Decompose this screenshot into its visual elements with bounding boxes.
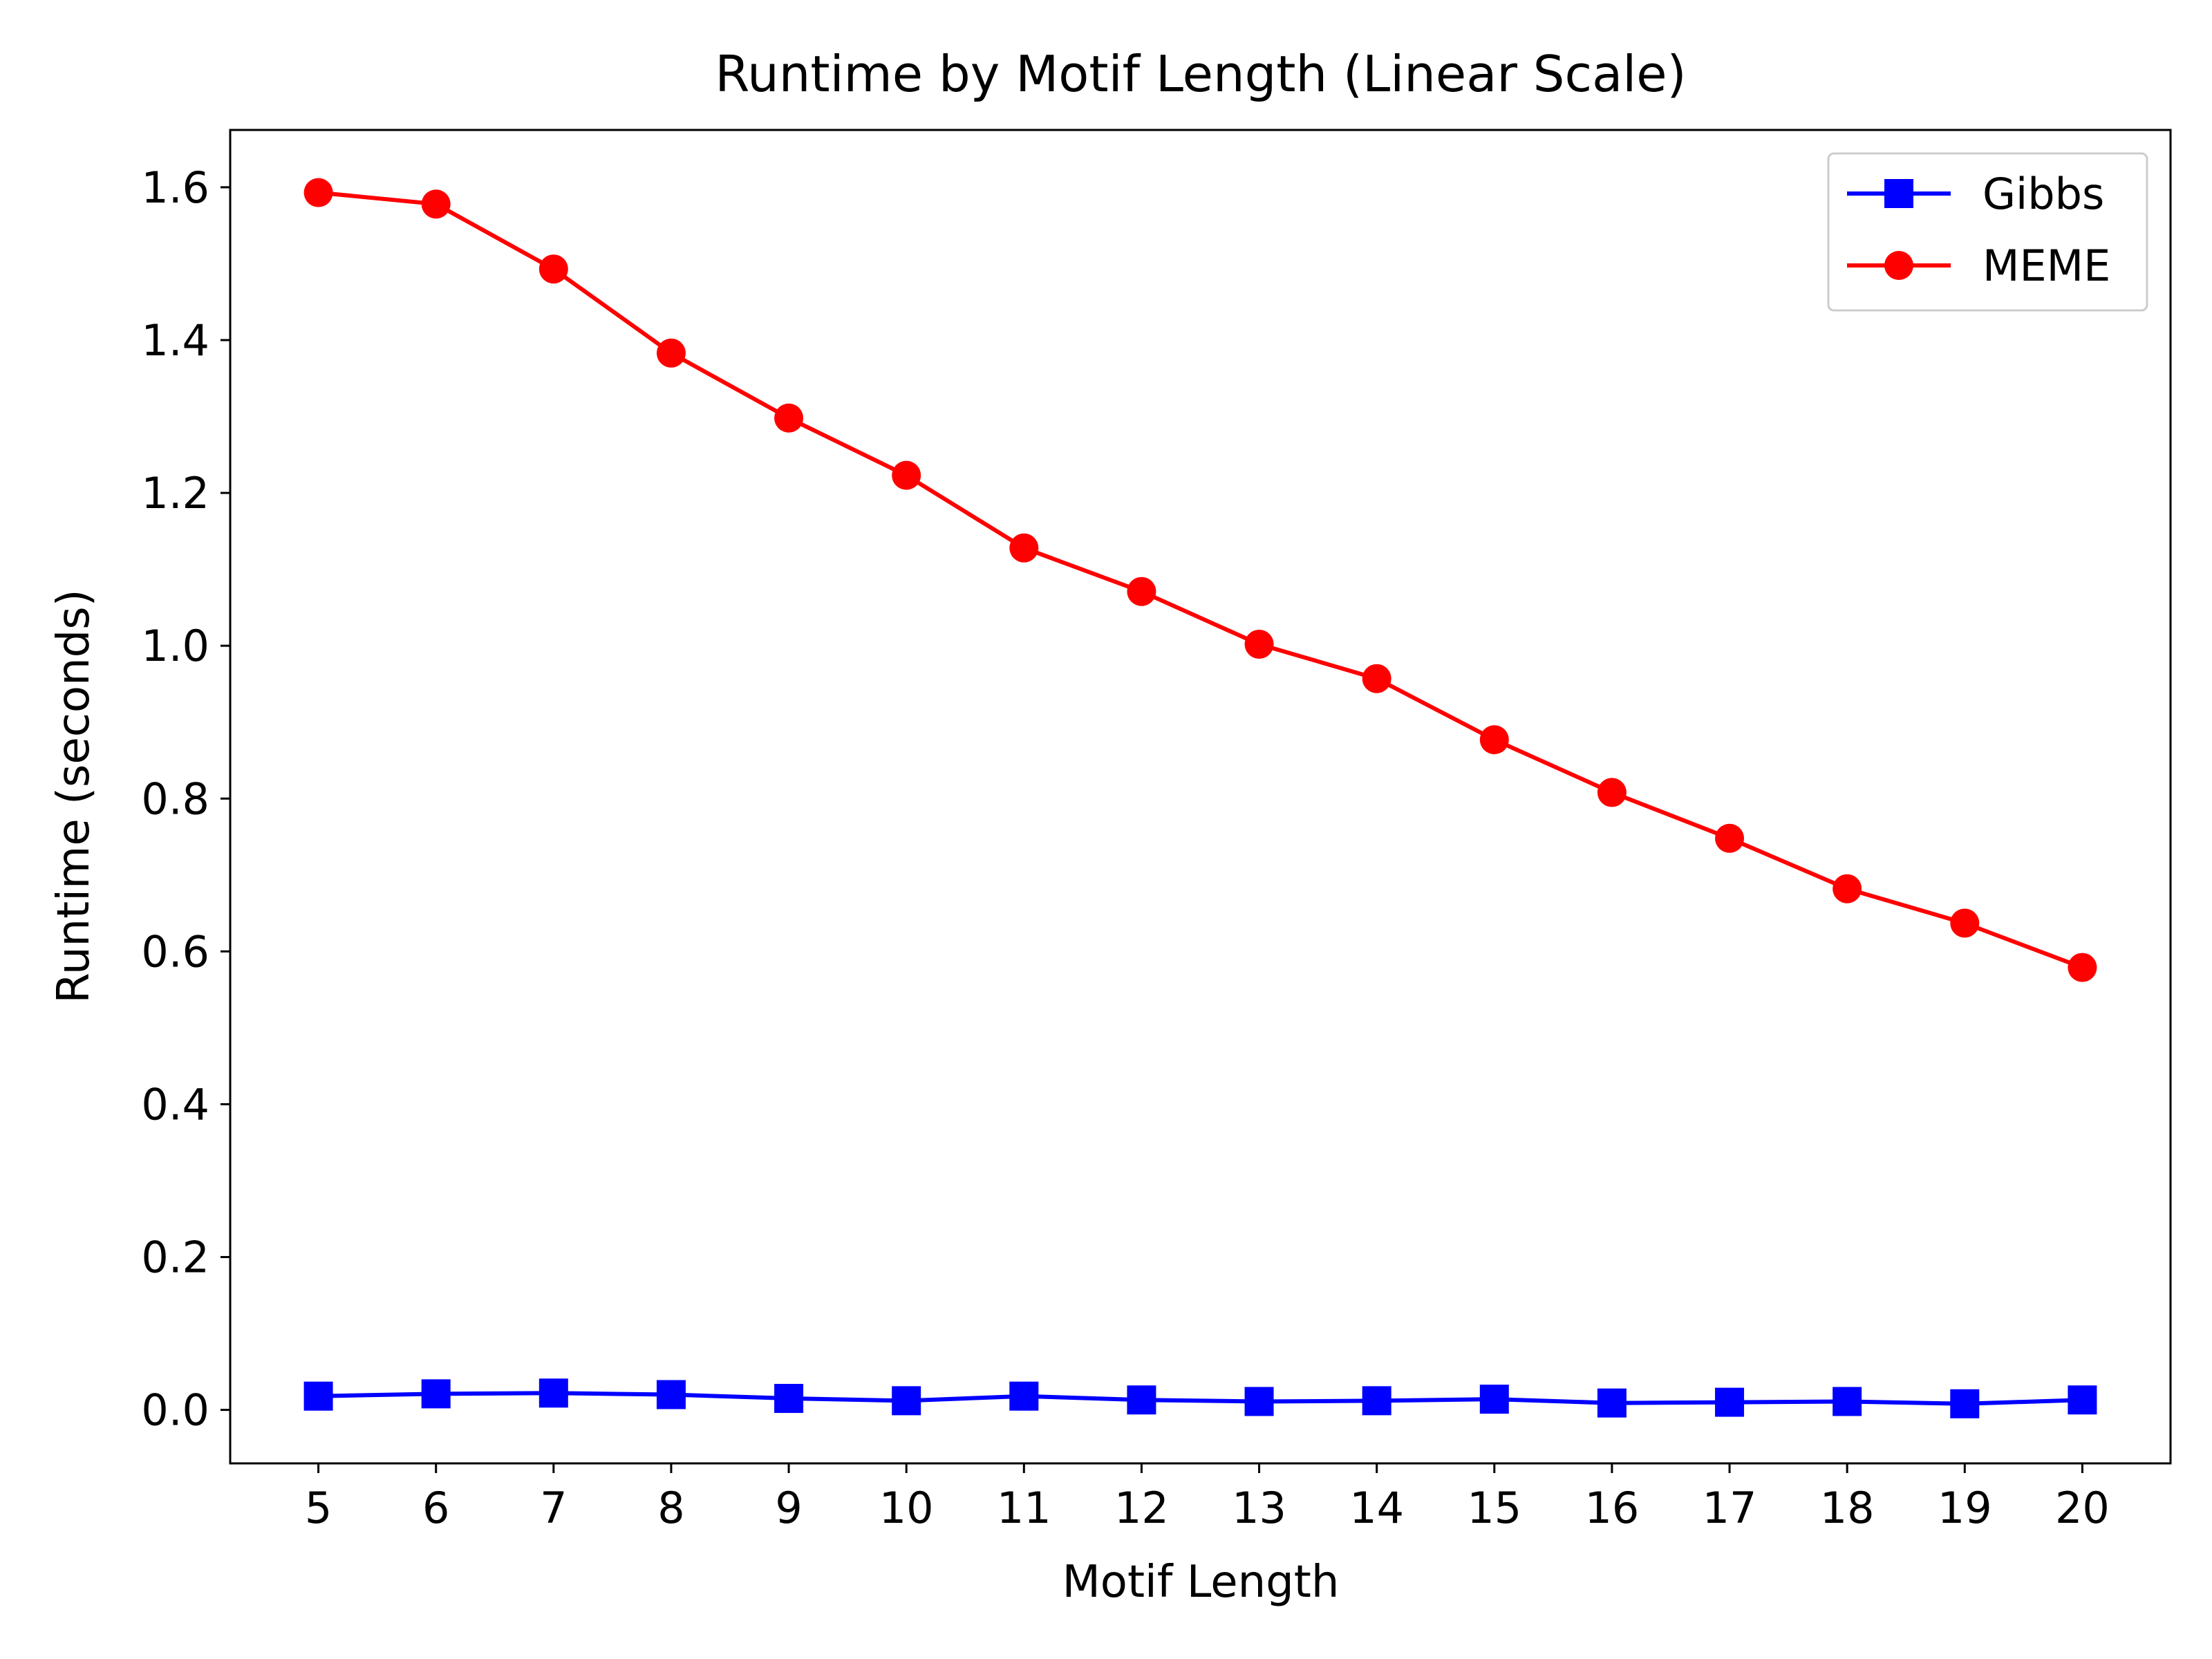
data-point-meme: [421, 189, 451, 219]
y-tick-label: 1.6: [141, 162, 209, 213]
data-point-gibbs: [656, 1380, 686, 1409]
data-point-gibbs: [774, 1384, 804, 1414]
data-point-meme: [1479, 725, 1509, 755]
y-tick-label: 0.6: [141, 926, 209, 977]
y-tick-label: 1.2: [141, 468, 209, 518]
data-point-meme: [1715, 823, 1745, 853]
x-axis: 5 6 7 8 9 10 11 12 13 14 15 16 17 18 19 20: [305, 1463, 2110, 1533]
data-point-meme: [774, 403, 804, 433]
x-tick-label: 10: [879, 1483, 934, 1533]
data-point-meme: [1127, 577, 1156, 606]
data-point-gibbs: [1715, 1387, 1745, 1417]
x-tick-label: 8: [657, 1483, 684, 1533]
y-tick-label: 1.4: [141, 315, 209, 366]
data-point-gibbs: [421, 1379, 451, 1409]
series-gibbs: [303, 1378, 2097, 1418]
data-point-meme: [2068, 953, 2097, 982]
y-tick-label: 0.0: [141, 1385, 209, 1436]
x-tick-label: 18: [1820, 1483, 1875, 1533]
data-point-gibbs: [1950, 1389, 1980, 1418]
x-tick-label: 11: [997, 1483, 1051, 1533]
data-point-meme: [1833, 874, 1862, 903]
x-tick-label: 16: [1584, 1483, 1639, 1533]
x-tick-label: 7: [540, 1483, 567, 1533]
y-axis: 0.0 0.2 0.4 0.6 0.8 1.0 1.2 1.4 1.6: [141, 162, 230, 1436]
series-line-meme: [318, 190, 2083, 970]
x-tick-label: 17: [1703, 1483, 1757, 1533]
legend-item-meme: MEME: [1847, 241, 2110, 291]
data-point-gibbs: [1127, 1385, 1156, 1415]
data-point-gibbs: [2068, 1385, 2097, 1415]
x-tick-label: 20: [2055, 1483, 2110, 1533]
x-tick-label: 13: [1232, 1483, 1286, 1533]
data-point-meme: [1244, 629, 1274, 659]
series-line-gibbs: [318, 1391, 2083, 1406]
x-tick-label: 9: [775, 1483, 802, 1533]
data-point-meme: [892, 460, 921, 490]
data-point-meme: [538, 254, 568, 284]
data-point-gibbs: [1362, 1386, 1391, 1416]
plot-area: [303, 178, 2097, 1418]
data-point-gibbs: [303, 1381, 333, 1411]
series-meme: [303, 178, 2097, 982]
legend-label: Gibbs: [1983, 169, 2104, 219]
data-point-gibbs: [1244, 1387, 1274, 1416]
data-point-meme: [1597, 778, 1627, 807]
data-point-gibbs: [538, 1378, 568, 1408]
data-point-meme: [656, 338, 686, 368]
x-tick-label: 19: [1938, 1483, 1992, 1533]
data-point-meme: [1009, 533, 1039, 563]
x-tick-label: 15: [1467, 1483, 1521, 1533]
data-point-gibbs: [1597, 1388, 1627, 1418]
legend-item-gibbs: Gibbs: [1847, 169, 2104, 219]
x-axis-label: Motif Length: [1062, 1557, 1340, 1608]
chart-title: Runtime by Motif Length (Linear Scale): [715, 45, 1686, 103]
legend-marker: [1884, 179, 1913, 208]
legend: Gibbs MEME: [1827, 152, 2148, 312]
data-point-meme: [1950, 908, 1980, 938]
plot-frame: [229, 129, 2172, 1465]
legend-marker: [1884, 251, 1913, 280]
y-tick-label: 0.2: [141, 1232, 209, 1283]
data-point-meme: [1362, 664, 1391, 693]
x-tick-label: 12: [1114, 1483, 1169, 1533]
y-tick-label: 1.0: [141, 621, 209, 671]
data-point-meme: [303, 178, 333, 207]
y-axis-label: Runtime (seconds): [48, 589, 100, 1003]
data-point-gibbs: [1479, 1385, 1509, 1414]
data-point-gibbs: [892, 1386, 921, 1416]
x-tick-label: 5: [305, 1483, 332, 1533]
data-point-gibbs: [1833, 1387, 1862, 1416]
data-point-gibbs: [1009, 1381, 1039, 1411]
legend-label: MEME: [1983, 241, 2110, 291]
x-tick-label: 14: [1349, 1483, 1404, 1533]
x-tick-label: 6: [422, 1483, 449, 1533]
y-tick-label: 0.8: [141, 774, 209, 824]
y-tick-label: 0.4: [141, 1079, 209, 1130]
